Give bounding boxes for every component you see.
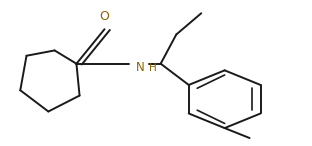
Text: O: O: [100, 10, 110, 23]
Text: N: N: [136, 61, 144, 74]
Text: H: H: [149, 63, 157, 73]
